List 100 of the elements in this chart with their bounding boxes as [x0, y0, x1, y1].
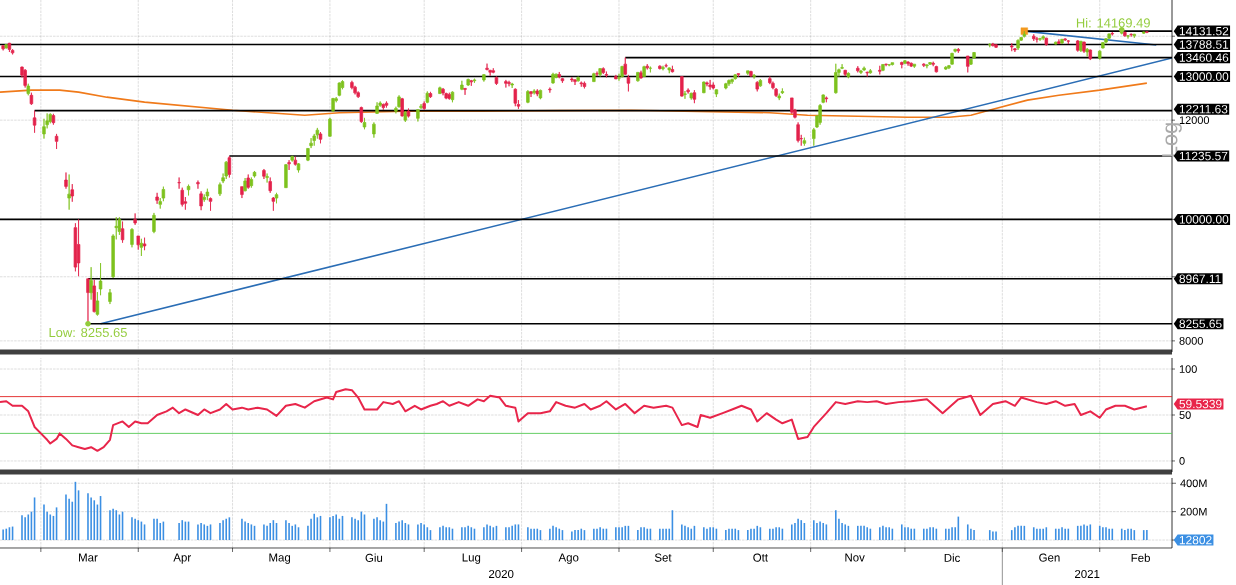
candlestick [664, 63, 668, 68]
candlestick [604, 71, 609, 78]
candlestick [1088, 49, 1093, 61]
candlestick [878, 65, 882, 75]
candlestick [1013, 47, 1017, 53]
candlestick [582, 81, 587, 89]
candlestick [780, 88, 785, 95]
candlestick [472, 78, 477, 84]
x-tick-label: Ago [558, 553, 579, 564]
candlestick [425, 91, 430, 104]
candlestick [906, 60, 910, 67]
y-tick-label: 50 [1179, 411, 1191, 419]
candlestick [658, 64, 662, 70]
candlestick [328, 117, 332, 138]
x-tick-label: Gen [1039, 553, 1060, 562]
y-tick-label: 8000 [1179, 337, 1203, 345]
y-tick-label: 200M [1180, 507, 1207, 516]
candlestick [1054, 41, 1058, 45]
candlestick [598, 67, 602, 77]
candlestick [601, 67, 605, 75]
candlestick [205, 188, 210, 201]
candlestick [856, 65, 860, 73]
candlestick [1057, 38, 1061, 45]
y-tick-label: 12000 [1179, 116, 1210, 125]
candlestick [265, 173, 269, 183]
candlestick [642, 65, 646, 78]
candlestick [859, 69, 863, 75]
candlestick [1066, 39, 1071, 45]
candlestick [702, 81, 706, 94]
x-tick-label: Set [654, 553, 672, 562]
series-label: 14131.52 [1179, 26, 1229, 36]
candlestick [922, 62, 926, 68]
candlestick [592, 72, 596, 83]
candlestick [331, 97, 335, 113]
candlestick [796, 122, 800, 143]
candlestick [460, 80, 464, 91]
candlestick [199, 190, 203, 211]
candlestick [925, 63, 929, 69]
candlestick [359, 106, 364, 124]
candlestick [287, 159, 291, 171]
candlestick [243, 177, 247, 192]
candlestick [790, 97, 794, 115]
candlestick [4, 43, 8, 49]
candlestick [240, 186, 244, 199]
candlestick [680, 76, 684, 97]
candlestick [538, 89, 543, 100]
candlestick [224, 160, 228, 180]
candlestick [1022, 30, 1027, 38]
candlestick [362, 117, 367, 130]
series-label: 12211.63 [1179, 104, 1228, 114]
candlestick [692, 89, 697, 104]
candlestick [309, 137, 313, 149]
candlestick [727, 79, 731, 87]
candlestick [262, 168, 266, 180]
candlestick [818, 103, 822, 126]
series-label: 11235.57 [1179, 151, 1228, 161]
candlestick [51, 113, 56, 126]
candlestick [865, 71, 869, 77]
candlestick [724, 82, 728, 90]
candlestick [705, 81, 709, 87]
candlestick [271, 196, 276, 212]
candlestick [447, 92, 452, 101]
candlestick [890, 62, 895, 66]
candlestick [142, 237, 147, 251]
y-axis-title: Log [1162, 123, 1182, 157]
candlestick [293, 156, 298, 166]
candlestick [570, 77, 574, 83]
candlestick [736, 72, 741, 78]
series-label: 8255.65 [1179, 319, 1222, 329]
candlestick [155, 192, 159, 205]
candlestick [626, 74, 631, 92]
candlestick [551, 72, 555, 85]
line-series [0, 388, 1148, 452]
candlestick [438, 86, 442, 95]
candlestick [714, 88, 719, 98]
candlestick [1123, 31, 1127, 37]
candlestick [180, 187, 184, 207]
candlestick [950, 52, 954, 65]
candlestick [268, 177, 272, 194]
candlestick [689, 92, 693, 101]
candlestick [1044, 37, 1049, 47]
candlestick [777, 93, 781, 101]
candlestick [755, 80, 759, 92]
candlestick [64, 172, 68, 190]
candlestick [1016, 38, 1020, 51]
candlestick [1082, 41, 1086, 54]
candlestick [463, 87, 467, 96]
candlestick [416, 108, 420, 122]
candlestick [381, 103, 386, 111]
candlestick [576, 76, 580, 82]
candlestick [92, 279, 96, 313]
candlestick [802, 137, 807, 147]
candlestick [1110, 31, 1114, 36]
candlestick [1142, 31, 1146, 35]
candlestick [1132, 33, 1136, 39]
candlestick [306, 147, 310, 162]
candlestick [903, 59, 907, 65]
annotation: Low: 8255.65 [49, 327, 127, 338]
candlestick [944, 65, 948, 71]
candlestick [152, 212, 156, 234]
